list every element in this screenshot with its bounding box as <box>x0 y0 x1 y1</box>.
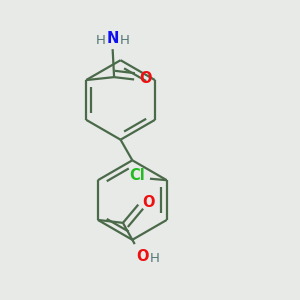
Text: Cl: Cl <box>129 168 145 183</box>
Text: H: H <box>149 252 159 265</box>
Text: N: N <box>106 31 119 46</box>
Text: H: H <box>96 34 106 47</box>
Text: O: O <box>136 249 149 264</box>
Text: O: O <box>140 71 152 86</box>
Text: H: H <box>120 34 130 47</box>
Text: O: O <box>143 195 155 210</box>
